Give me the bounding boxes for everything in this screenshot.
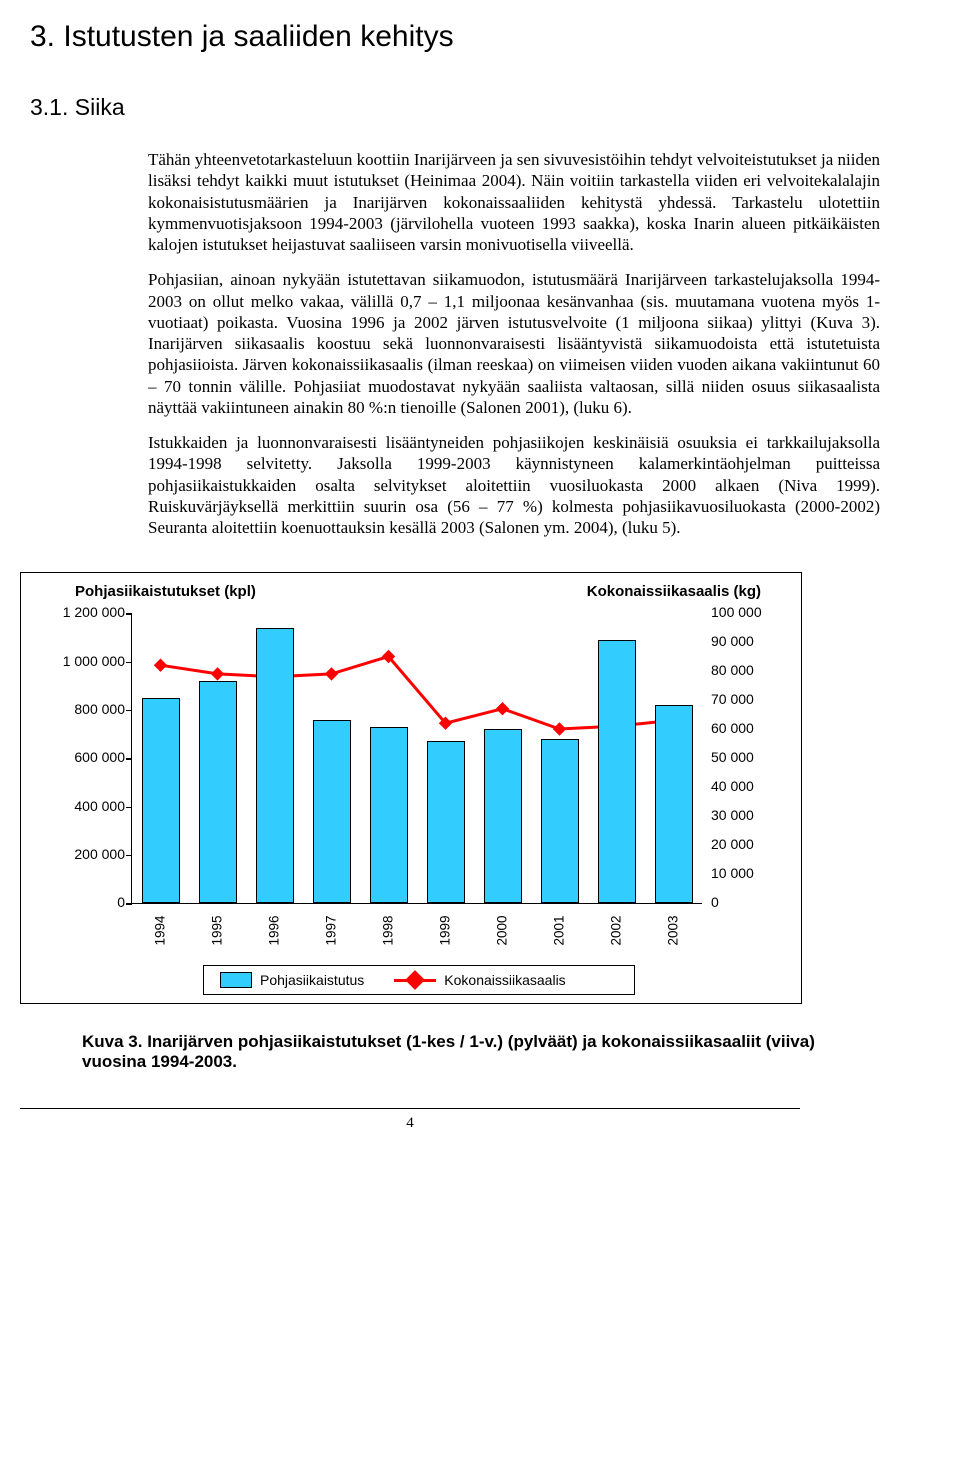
legend-series-2: Kokonaissiikasaalis (444, 972, 565, 988)
y-left-tick-label: 200 000 (74, 846, 125, 862)
chart-left-title: Pohjasiikaistutukset (kpl) (75, 583, 256, 600)
y-right-tick-label: 60 000 (711, 720, 754, 736)
y-left-tick-label: 0 (117, 894, 125, 910)
y-right-tick-label: 20 000 (711, 836, 754, 852)
x-axis-labels: 1994199519961997199819992000200120022003 (131, 915, 701, 955)
footer-rule (20, 1108, 800, 1109)
legend-line-marker (394, 973, 436, 987)
y-right-tick-label: 40 000 (711, 778, 754, 794)
legend-bar-swatch (220, 972, 252, 988)
x-tick-label: 1995 (209, 911, 224, 951)
paragraph-3: Istukkaiden ja luonnonvaraisesti lisäänt… (148, 432, 880, 538)
heading-1: 3. Istutusten ja saaliiden kehitys (30, 20, 880, 54)
x-tick-label: 1994 (152, 911, 167, 951)
chart-bar (541, 739, 579, 903)
x-tick-label: 1998 (380, 911, 395, 951)
x-tick-label: 2002 (608, 911, 623, 951)
chart-bar (199, 681, 237, 903)
y-right-tick-label: 100 000 (711, 604, 762, 620)
y-right-tick-label: 50 000 (711, 749, 754, 765)
legend-series-1: Pohjasiikaistutus (260, 972, 364, 988)
heading-2: 3.1. Siika (30, 94, 880, 121)
chart-bar (484, 729, 522, 903)
x-tick-label: 1999 (437, 911, 452, 951)
y-left-tick-label: 1 200 000 (63, 604, 125, 620)
chart-bar (142, 698, 180, 903)
y-left-tick-label: 1 000 000 (63, 653, 125, 669)
chart-bar (427, 741, 465, 903)
chart-container: Pohjasiikaistutukset (kpl) Kokonaissiika… (20, 572, 802, 1004)
y-axis-left: 0200 000400 000600 000800 0001 000 0001 … (37, 613, 125, 903)
y-right-tick-label: 10 000 (711, 865, 754, 881)
y-right-tick-label: 90 000 (711, 633, 754, 649)
x-tick-label: 2000 (494, 911, 509, 951)
paragraph-2: Pohjasiian, ainoan nykyään istutettavan … (148, 269, 880, 418)
chart-bar (370, 727, 408, 903)
y-left-tick-label: 800 000 (74, 701, 125, 717)
y-right-tick-label: 0 (711, 894, 719, 910)
x-tick-label: 2003 (665, 911, 680, 951)
chart-right-title: Kokonaissiikasaalis (kg) (587, 583, 761, 600)
y-right-tick-label: 80 000 (711, 662, 754, 678)
chart-plot-area (131, 613, 702, 904)
chart-bar (313, 720, 351, 904)
chart-bar (598, 640, 636, 903)
page-number: 4 (20, 1115, 800, 1132)
paragraph-1: Tähän yhteenvetotarkasteluun koottiin In… (148, 149, 880, 255)
y-left-tick-label: 400 000 (74, 798, 125, 814)
x-tick-label: 1996 (266, 911, 281, 951)
x-tick-label: 1997 (323, 911, 338, 951)
x-tick-label: 2001 (551, 911, 566, 951)
y-right-tick-label: 70 000 (711, 691, 754, 707)
chart-bar (655, 705, 693, 903)
y-right-tick-label: 30 000 (711, 807, 754, 823)
y-left-tick-label: 600 000 (74, 749, 125, 765)
chart-legend: Pohjasiikaistutus Kokonaissiikasaalis (203, 965, 635, 995)
chart-bar (256, 628, 294, 904)
figure-caption: Kuva 3. Inarijärven pohjasiikaistutukset… (82, 1032, 822, 1072)
y-axis-right: 010 00020 00030 00040 00050 00060 00070 … (705, 613, 785, 903)
